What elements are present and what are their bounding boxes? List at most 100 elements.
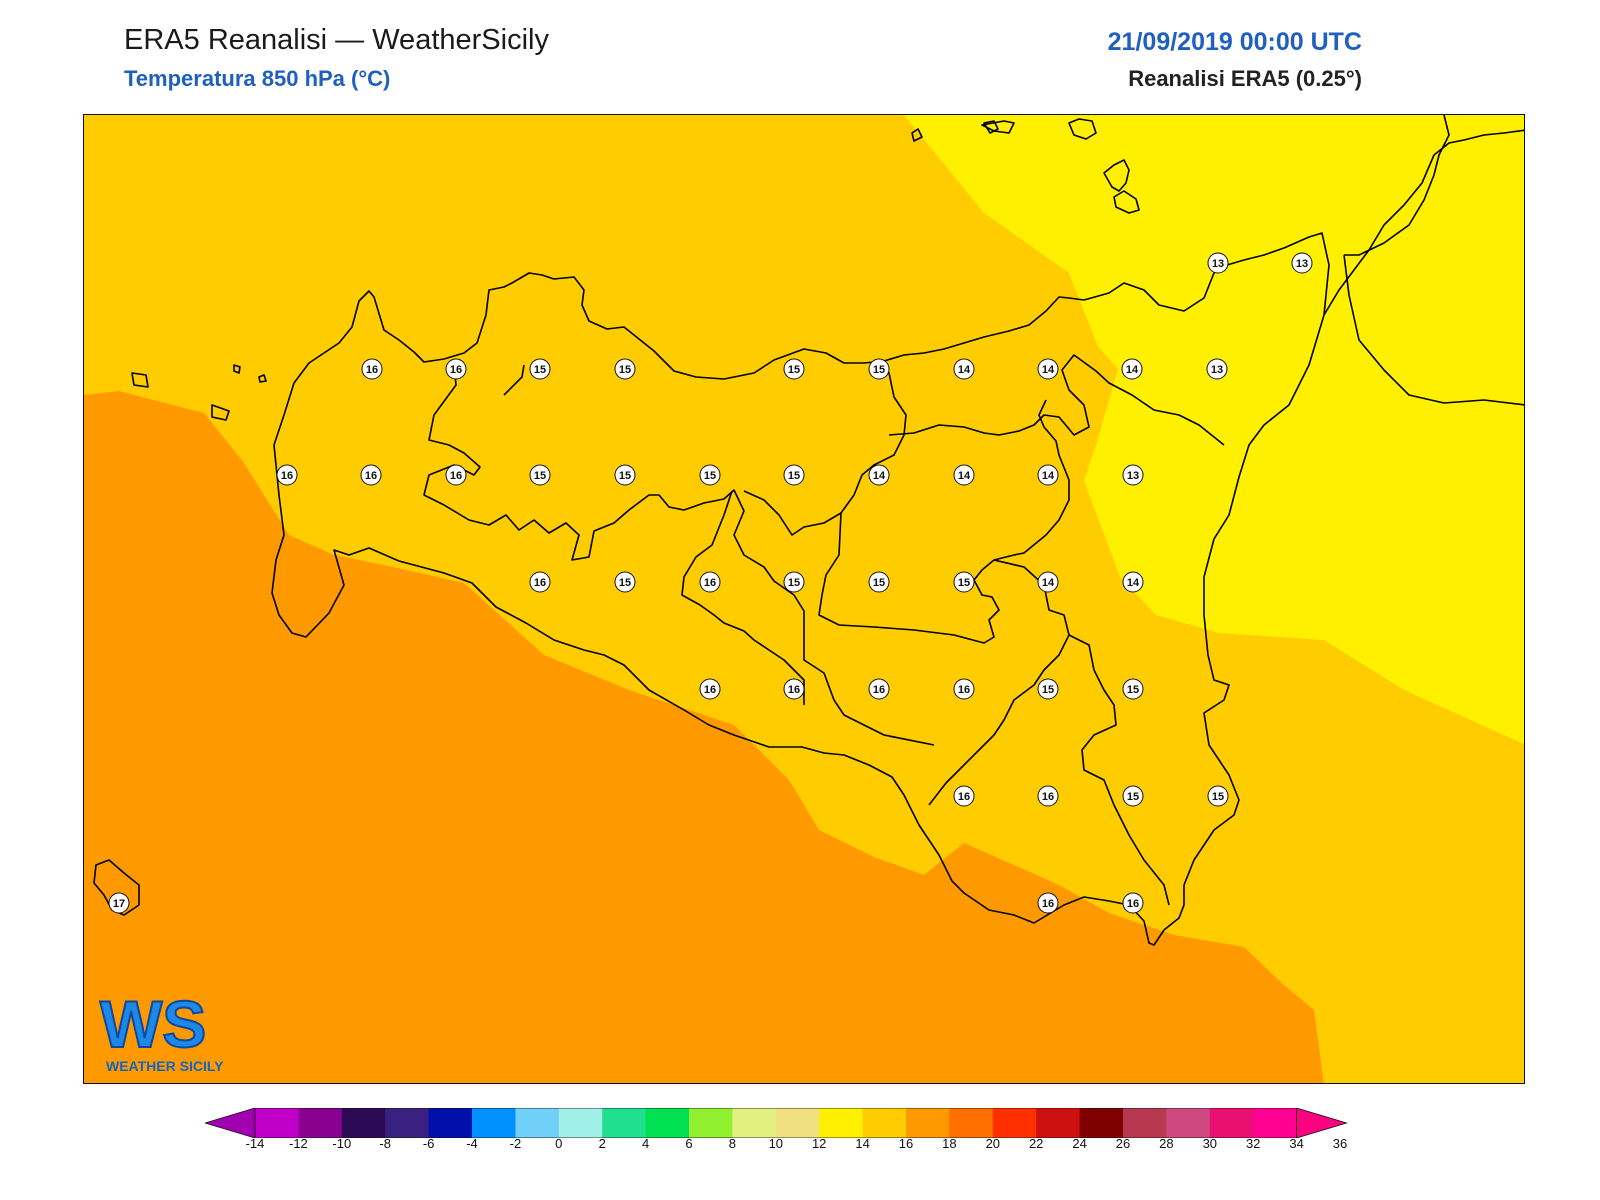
station-marker: 13 (1291, 252, 1313, 274)
station-marker: 16 (1037, 785, 1059, 807)
station-circle (1121, 358, 1143, 380)
station-marker: 15 (1122, 785, 1144, 807)
sicily-coast (271, 232, 1330, 946)
province-border (743, 360, 907, 536)
colorbar-tip-low (203, 1107, 256, 1139)
station-marker: 16 (529, 571, 551, 593)
station-marker: 15 (953, 571, 975, 593)
station-markers: 13 13 16 16 15 15 15 15 14 14 14 13 16 16 16 15 15 15 15 14… (108, 252, 1313, 914)
station-marker: 15 (783, 571, 805, 593)
colorbar-swatch (428, 1108, 473, 1138)
station-marker: 15 (1122, 678, 1144, 700)
calabria-coast (1323, 129, 1524, 316)
temperature-map: 13 13 16 16 15 15 15 15 14 14 14 13 16 16 16 15 15 15 15 14… (83, 114, 1525, 1084)
station-value: 16 (1042, 898, 1054, 910)
station-value: 15 (958, 577, 970, 589)
station-value: 13 (1212, 258, 1224, 270)
station-marker: 14 (953, 358, 975, 380)
station-marker: 16 (361, 358, 383, 380)
station-circle (783, 464, 805, 486)
station-value: 16 (365, 470, 377, 482)
station-value: 14 (1126, 364, 1139, 376)
colorbar-graphic (203, 1107, 1348, 1139)
station-circle (1122, 678, 1144, 700)
colorbar-swatch (515, 1108, 560, 1138)
colorbar-tick-label: 20 (985, 1136, 1001, 1151)
aeolian-island (1068, 118, 1097, 140)
station-marker: 13 (1122, 464, 1144, 486)
colorbar-tick-label: 8 (728, 1136, 737, 1151)
station-circle (699, 464, 721, 486)
station-circle (953, 464, 975, 486)
station-circle (614, 571, 636, 593)
colorbar-tick-label: 22 (1028, 1136, 1044, 1151)
colorbar-tick-label: 18 (942, 1136, 957, 1151)
colorbar-tick-label: -12 (288, 1136, 308, 1151)
station-circle (1037, 678, 1059, 700)
station-circle (1122, 571, 1144, 593)
station-value: 13 (1296, 258, 1308, 270)
station-circle (1122, 785, 1144, 807)
province-border (1068, 634, 1170, 906)
map-canvas: 13 13 16 16 15 15 15 15 14 14 14 13 16 16 16 15 15 15 15 14… (84, 115, 1524, 1083)
station-value: 15 (534, 470, 546, 482)
station-value: 15 (1127, 684, 1139, 696)
colorbar-swatch (906, 1108, 950, 1138)
station-marker: 14 (868, 464, 890, 486)
station-marker: 16 (445, 358, 467, 380)
station-value: 15 (534, 364, 546, 376)
station-marker: 14 (1122, 571, 1144, 593)
station-value: 16 (873, 684, 885, 696)
station-value: 15 (788, 470, 800, 482)
station-value: 14 (958, 470, 971, 482)
calabria-coast (1343, 254, 1524, 406)
model-label: Reanalisi ERA5 (0.25°) (1128, 66, 1362, 91)
station-circle (1207, 785, 1229, 807)
colorbar-tick-label: 14 (855, 1136, 870, 1151)
colorbar-tick-label: 6 (685, 1136, 693, 1151)
station-marker: 16 (953, 785, 975, 807)
station-circle (783, 571, 805, 593)
colorbar-swatch (775, 1108, 820, 1138)
colorbar-tick-label: 34 (1289, 1136, 1304, 1151)
station-circle (783, 358, 805, 380)
province-border (681, 490, 805, 705)
station-circle (445, 358, 467, 380)
colorbar-swatch (689, 1108, 733, 1138)
station-marker: 15 (868, 358, 890, 380)
station-marker: 13 (1207, 252, 1229, 274)
band-12-14 (904, 115, 1524, 745)
station-marker: 16 (699, 678, 721, 700)
station-circle (360, 464, 382, 486)
station-value: 16 (450, 364, 462, 376)
station-circle (1291, 252, 1313, 274)
station-value: 16 (958, 684, 970, 696)
station-marker: 15 (614, 464, 636, 486)
station-circle (868, 678, 890, 700)
colorbar-tick-label: -8 (379, 1136, 391, 1151)
logo-caption: WEATHER SICILY (106, 1058, 224, 1074)
station-circle (614, 464, 636, 486)
colorbar-swatch (298, 1108, 343, 1138)
colorbar-swatch (1079, 1108, 1124, 1138)
colorbar-swatch (992, 1108, 1037, 1138)
logo-letters: WS (100, 987, 206, 1061)
station-circle (783, 678, 805, 700)
station-marker: 15 (529, 464, 551, 486)
colorbar-swatch (949, 1108, 994, 1138)
station-value: 15 (704, 470, 716, 482)
station-value: 15 (788, 364, 800, 376)
station-marker: 14 (1037, 358, 1059, 380)
station-value: 16 (704, 577, 716, 589)
weathersicily-logo: WS WEATHER SICILY (96, 985, 256, 1075)
aeolian-island (983, 120, 999, 134)
colorbar-tick-label: 4 (641, 1136, 650, 1151)
station-circle (1206, 358, 1228, 380)
station-marker: 16 (445, 464, 467, 486)
colorbar-tick-label: -4 (466, 1136, 478, 1151)
station-marker: 13 (1206, 358, 1228, 380)
colorbar-swatch (1036, 1108, 1081, 1138)
station-marker: 16 (1037, 892, 1059, 914)
station-marker: 15 (783, 464, 805, 486)
station-value: 16 (788, 684, 800, 696)
